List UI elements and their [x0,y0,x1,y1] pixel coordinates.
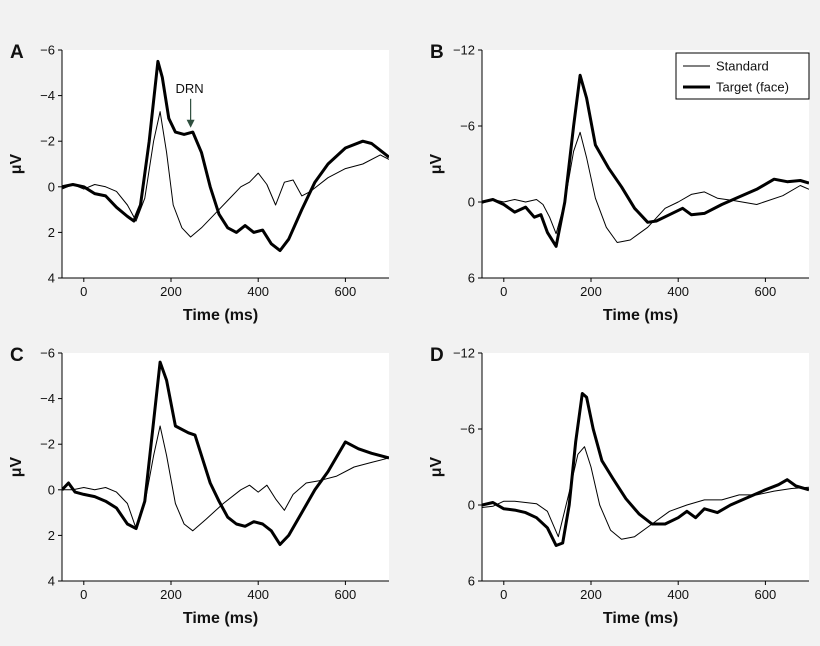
panel-c: −6 −4 −2 0 2 4 0 200 400 600 Time (ms) μV C [8,345,389,627]
x-tick-label: 600 [755,587,777,602]
series-standard-line [482,446,809,540]
panel-letter-d: D [430,345,444,366]
x-axis-title: Time (ms) [603,307,678,324]
x-tick-label: 200 [580,587,602,602]
x-tick-label: 400 [247,587,269,602]
y-tick-label: −6 [460,119,475,134]
plot-area [62,353,389,581]
panel-letter-c: C [10,345,24,366]
series-target-line [62,59,389,253]
x-tick-label: 600 [335,284,357,299]
x-tick-label: 600 [755,284,777,299]
legend-label-target: Target (face) [716,80,789,95]
legend-label-standard: Standard [716,59,769,74]
x-tick-label: 0 [500,284,507,299]
x-axis-title: Time (ms) [183,307,258,324]
x-axis-title: Time (ms) [183,610,258,627]
y-axis-title: μV [428,456,445,477]
panel-letter-a: A [10,42,24,63]
x-tick-label: 200 [580,284,602,299]
y-tick-label: −6 [460,422,475,437]
x-axis-title: Time (ms) [603,610,678,627]
y-tick-label: −4 [40,391,55,406]
legend-box [675,52,810,100]
series-target-line [482,392,809,547]
y-tick-label: 4 [48,574,55,589]
y-tick-label: 6 [468,271,475,286]
y-tick-label: 0 [48,482,55,497]
y-tick-label: 0 [48,179,55,194]
x-tick-label: 200 [160,284,182,299]
x-tick-label: 600 [335,587,357,602]
panel-d: −12 −6 0 6 0 200 400 600 Time (ms) μV D [428,345,809,627]
y-tick-label: 2 [48,528,55,543]
y-tick-label: −4 [40,88,55,103]
x-tick-label: 0 [80,587,87,602]
legend: Standard Target (face) [675,52,810,100]
series-target-line [62,360,389,546]
y-tick-label: −6 [40,43,55,58]
y-tick-label: −12 [453,43,475,58]
y-axis-title: μV [8,153,25,174]
y-tick-label: 0 [468,498,475,513]
y-tick-label: −12 [453,346,475,361]
y-tick-label: 2 [48,225,55,240]
x-tick-label: 0 [500,587,507,602]
y-tick-label: −6 [40,346,55,361]
x-tick-label: 0 [80,284,87,299]
y-tick-label: 0 [468,195,475,210]
y-tick-label: 4 [48,271,55,286]
x-tick-label: 400 [667,587,689,602]
y-tick-label: −2 [40,134,55,149]
panel-a: −6 −4 −2 0 2 4 0 200 400 600 Time (ms) μV A DRN [8,42,389,324]
x-tick-label: 200 [160,587,182,602]
y-tick-label: 6 [468,574,475,589]
annotation-arrow-head [186,119,195,128]
y-axis-title: μV [428,153,445,174]
annotation-drn-label: DRN [176,81,204,96]
plot-area [62,50,389,278]
y-axis-title: μV [8,456,25,477]
x-tick-label: 400 [667,284,689,299]
plot-area [482,353,809,581]
y-tick-label: −2 [40,437,55,452]
series-target-line [482,73,809,248]
series-standard-line [62,425,389,532]
x-tick-label: 400 [247,284,269,299]
panel-letter-b: B [430,42,444,63]
series-standard-line [482,131,809,243]
